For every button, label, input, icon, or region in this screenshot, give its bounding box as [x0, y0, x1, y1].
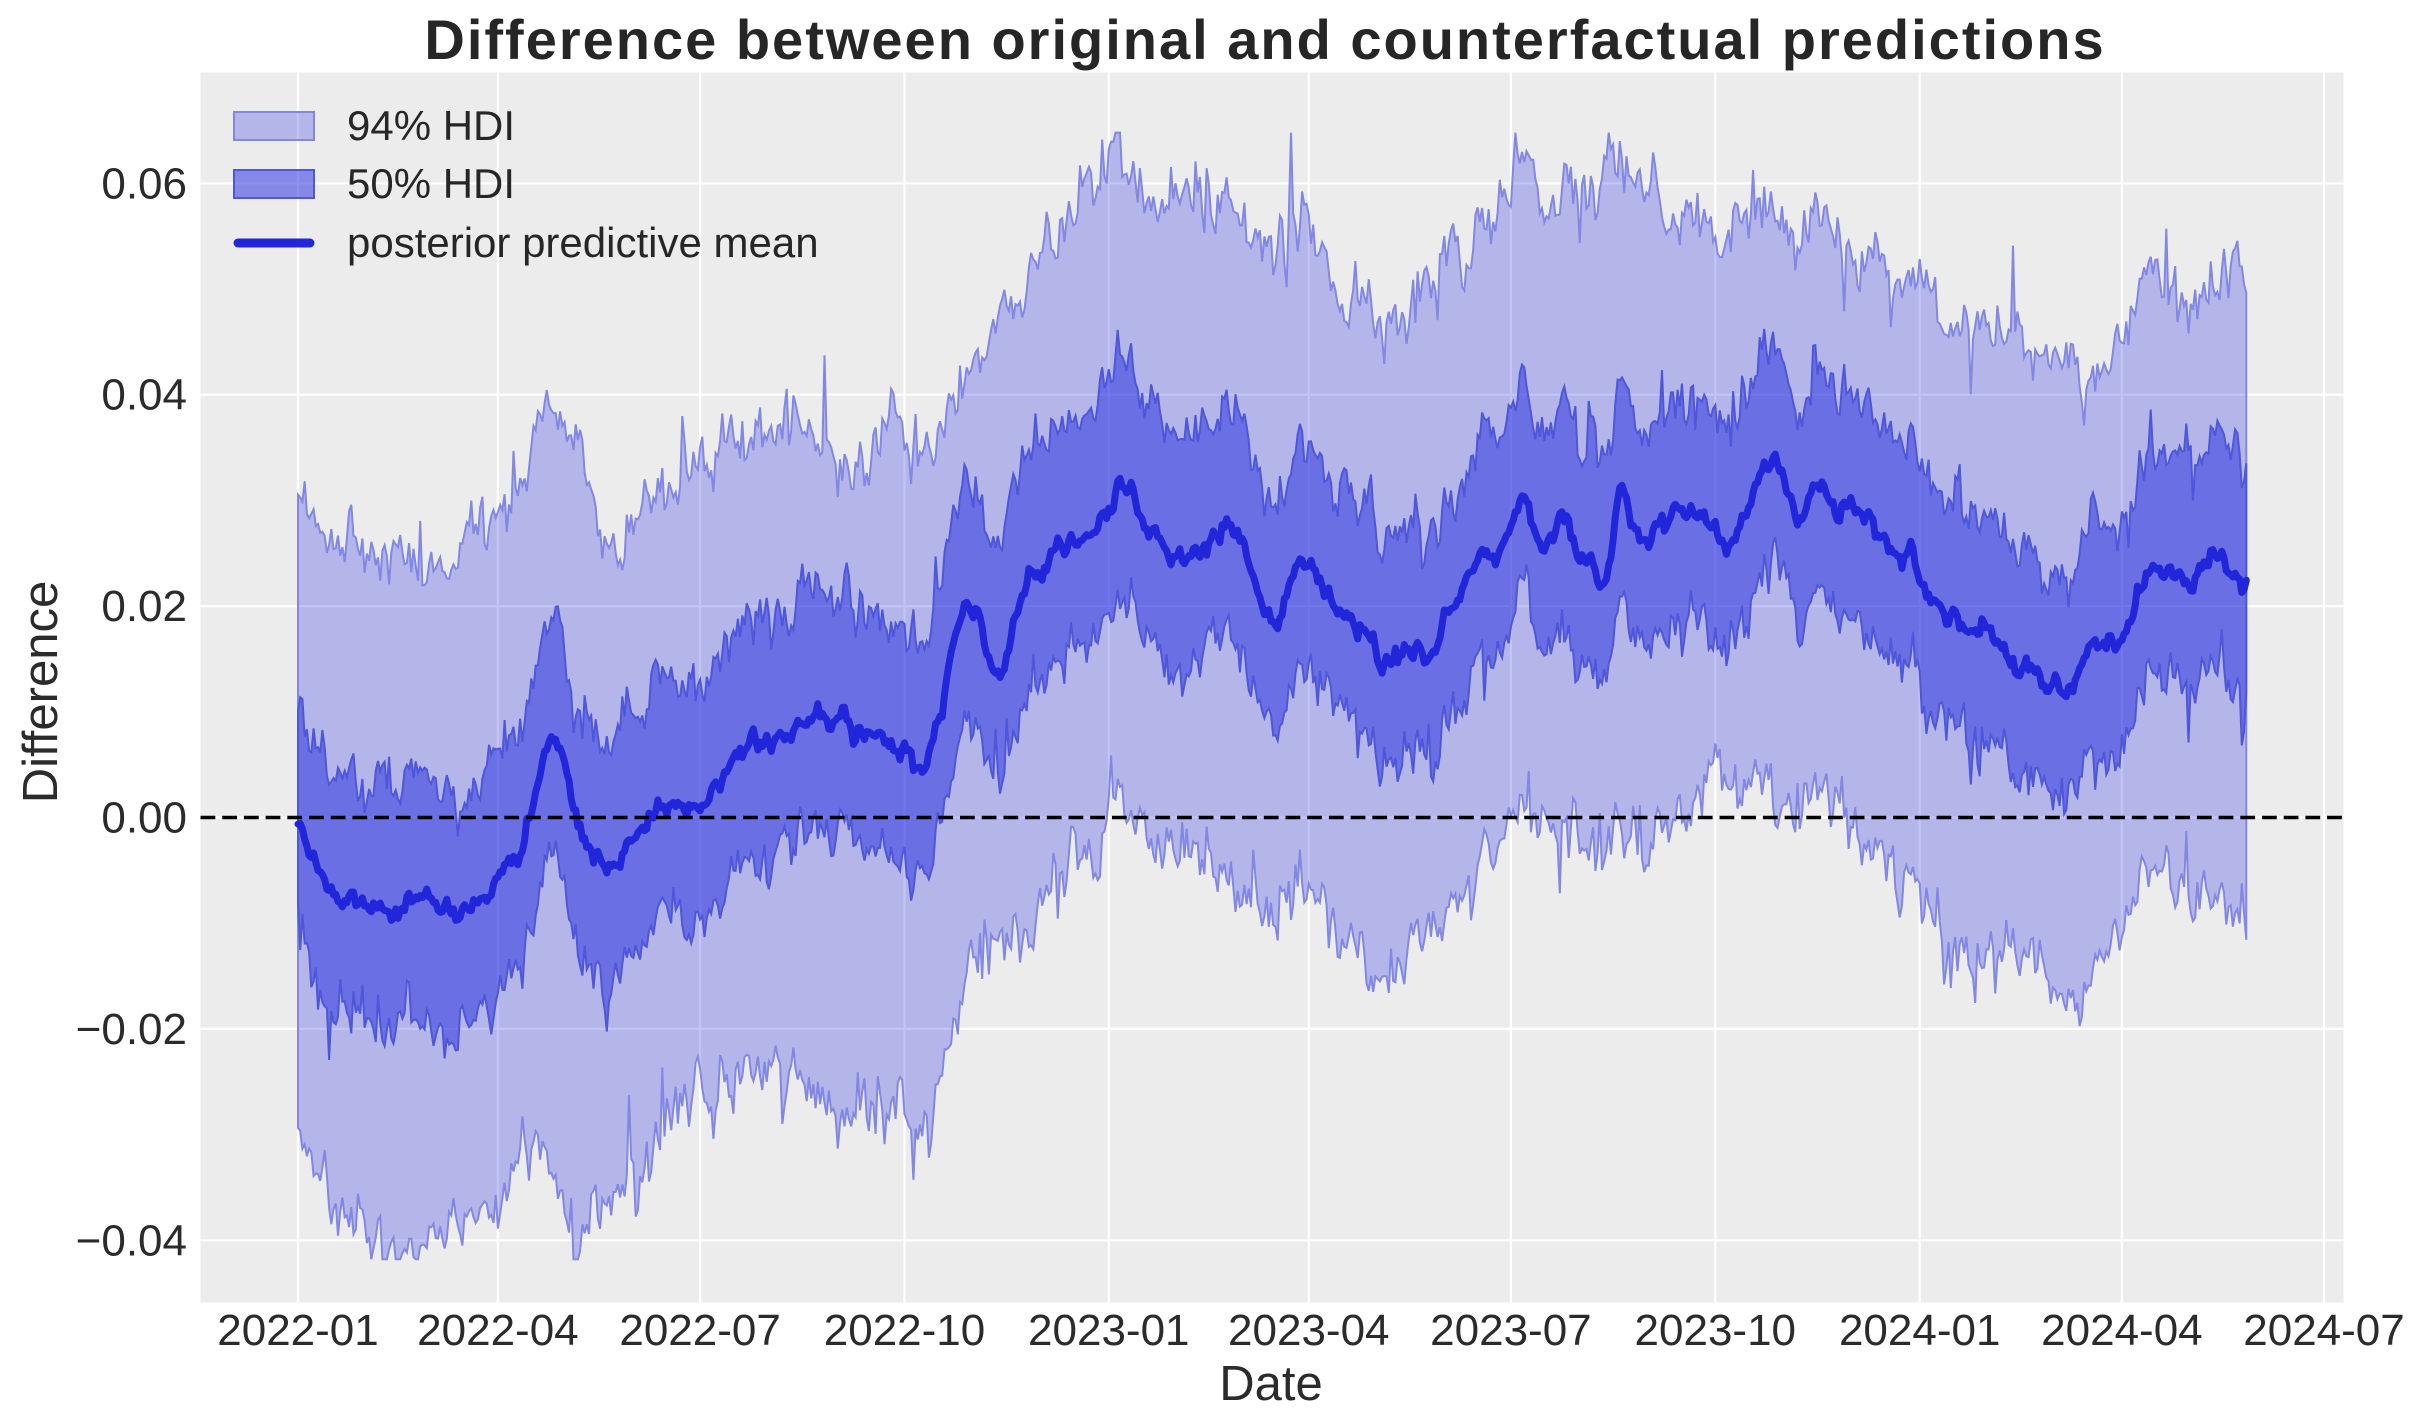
svg-text:Difference: Difference [14, 581, 68, 803]
svg-text:0.00: 0.00 [101, 794, 187, 843]
svg-text:Difference between original an: Difference between original and counterf… [424, 8, 2105, 71]
svg-text:2023-07: 2023-07 [1430, 1306, 1591, 1355]
svg-text:50% HDI: 50% HDI [347, 160, 515, 207]
svg-text:posterior predictive mean: posterior predictive mean [347, 219, 819, 266]
svg-text:0.04: 0.04 [101, 371, 187, 420]
svg-text:−0.02: −0.02 [76, 1005, 187, 1054]
svg-text:94% HDI: 94% HDI [347, 102, 515, 149]
svg-text:−0.04: −0.04 [76, 1216, 187, 1265]
svg-text:2022-01: 2022-01 [217, 1306, 378, 1355]
svg-text:2023-04: 2023-04 [1228, 1306, 1389, 1355]
svg-text:0.06: 0.06 [101, 159, 187, 208]
svg-text:0.02: 0.02 [101, 582, 187, 631]
svg-text:2022-07: 2022-07 [619, 1306, 780, 1355]
svg-text:2024-01: 2024-01 [1839, 1306, 2000, 1355]
svg-text:2024-04: 2024-04 [2041, 1306, 2202, 1355]
svg-text:2022-10: 2022-10 [824, 1306, 985, 1355]
svg-text:Date: Date [1219, 1357, 1323, 1411]
svg-text:2023-10: 2023-10 [1635, 1306, 1796, 1355]
svg-text:2024-07: 2024-07 [2243, 1306, 2404, 1355]
svg-text:2023-01: 2023-01 [1028, 1306, 1189, 1355]
svg-text:2022-04: 2022-04 [417, 1306, 578, 1355]
